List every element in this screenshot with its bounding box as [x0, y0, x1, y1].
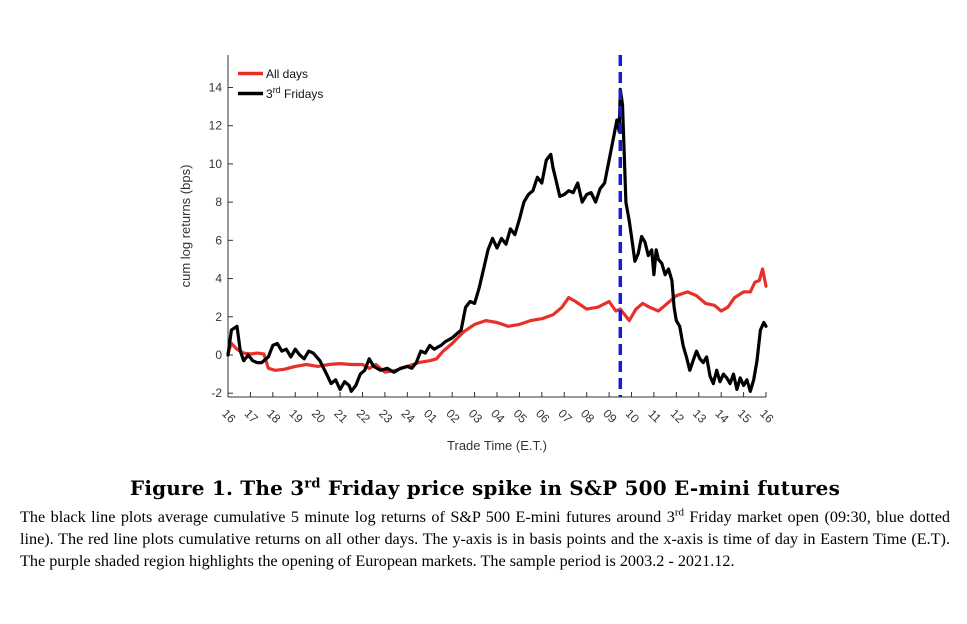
x-tick-label: 15 — [735, 406, 755, 426]
y-tick-label: 6 — [215, 233, 222, 247]
legend-label-3rd-fridays: 3rd Fridays — [266, 85, 323, 101]
x-tick-label: 06 — [533, 406, 553, 426]
legend-label-all-days: All days — [266, 67, 308, 81]
x-tick-label: 20 — [309, 406, 329, 426]
x-tick-label: 13 — [690, 406, 710, 426]
series-line-all-days — [226, 267, 768, 374]
x-tick-label: 07 — [555, 406, 575, 426]
series-line-3rd-fridays — [226, 87, 768, 393]
x-tick-label: 14 — [712, 406, 732, 426]
x-tick-label: 01 — [421, 406, 441, 426]
y-tick-label: 8 — [215, 195, 222, 209]
x-tick-label: 10 — [623, 406, 643, 426]
y-tick-label: -2 — [211, 386, 222, 400]
x-tick-label: 16 — [219, 406, 239, 426]
x-tick-label: 18 — [264, 406, 284, 426]
x-tick-label: 09 — [600, 406, 620, 426]
y-tick-label: 12 — [209, 119, 223, 133]
x-tick-label: 16 — [757, 406, 777, 426]
x-tick-label: 02 — [443, 406, 463, 426]
x-tick-label: 11 — [645, 407, 664, 426]
x-tick-label: 21 — [331, 406, 351, 426]
y-axis-label: cum log returns (bps) — [178, 165, 193, 288]
y-tick-label: 0 — [215, 348, 222, 362]
legend: All days 3rd Fridays — [238, 67, 323, 101]
x-tick-label: 19 — [286, 406, 306, 426]
x-tick-label: 05 — [511, 406, 531, 426]
x-tick-label: 23 — [376, 406, 396, 426]
y-tick-label: 2 — [215, 310, 222, 324]
y-tick-label: 10 — [209, 157, 223, 171]
y-tick-label: 4 — [215, 272, 222, 286]
figure-description: The black line plots average cumulative … — [20, 506, 950, 570]
x-axis-label: Trade Time (E.T.) — [447, 438, 547, 453]
x-tick-label: 08 — [578, 406, 598, 426]
y-tick-label: 14 — [209, 80, 223, 94]
figure-caption: Figure 1. The 3rd Friday price spike in … — [20, 476, 950, 572]
x-tick-label: 22 — [354, 406, 374, 426]
x-tick-label: 04 — [488, 406, 508, 426]
series-layer — [226, 87, 768, 393]
x-tick-label: 24 — [398, 406, 418, 426]
x-tick-label: 03 — [466, 406, 486, 426]
figure-title: Figure 1. The 3rd Friday price spike in … — [129, 476, 841, 500]
x-tick-label: 12 — [667, 406, 687, 426]
x-tick-label: 17 — [242, 406, 262, 426]
